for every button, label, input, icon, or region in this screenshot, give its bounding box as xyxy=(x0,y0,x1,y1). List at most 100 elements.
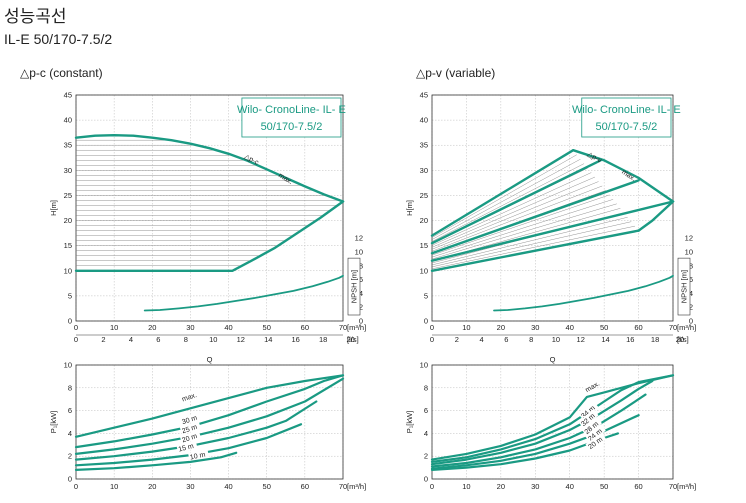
dpc-power-series-label: 30 m xyxy=(181,415,198,427)
dpv-power-label-bg xyxy=(585,432,607,451)
dpc-head-xtick-label: 10 xyxy=(110,323,118,332)
dpv-head-x2tick-label: 10 xyxy=(552,335,560,344)
dpc-head-model-box xyxy=(241,97,342,138)
dpc-power-frame xyxy=(75,364,344,480)
dpc-power-xtick-label: 20 xyxy=(148,482,156,491)
dpv-head-ytick-label: 15 xyxy=(420,241,428,250)
dpv-head-xtick-label: 10 xyxy=(462,323,470,332)
dpc-head-npsh-curve xyxy=(143,274,344,312)
dpv-head-ytick-label: 5 xyxy=(424,291,428,300)
dpc-head-x2tick-label: 4 xyxy=(129,335,133,344)
page-subtitle: IL-E 50/170-7.5/2 xyxy=(4,31,113,47)
dpv-head-ytick-label: 0 xyxy=(424,317,428,326)
dpv-head-hatch-line xyxy=(431,172,592,246)
dpv-head-xtick-label: 50 xyxy=(600,323,608,332)
dpc-head-frame xyxy=(75,94,344,322)
dpv-power-qlabel: Q xyxy=(550,355,556,364)
dpv-power-xtick-label: 10 xyxy=(462,482,470,491)
dpv-head-ytick-label: 35 xyxy=(420,141,428,150)
dpv-power-xtick-label: 20 xyxy=(497,482,505,491)
dpc-head-y2tick-label: 6 xyxy=(359,275,363,284)
dpv-head-model-label: Wilo- CronoLine- IL- E xyxy=(572,104,681,116)
dpc-power-xtick-label: 40 xyxy=(224,482,232,491)
dpv-head-curve-1 xyxy=(430,159,602,245)
dpc-power-xtick-label: 10 xyxy=(110,482,118,491)
dpc-head-y2label: NPSH [m] xyxy=(350,270,359,303)
dpc-head-ytick-label: 25 xyxy=(64,191,72,200)
dpv-head-npsh-box xyxy=(677,257,691,316)
dpv-power-xtick-label: 30 xyxy=(531,482,539,491)
dpc-head-y2tick-label: 0 xyxy=(359,317,363,326)
chart-title-constant: △p-c (constant) xyxy=(20,66,103,80)
dpc-power-label-bg xyxy=(179,411,201,426)
dpc-head-x2tick-label: 12 xyxy=(237,335,245,344)
dpv-power-series-line xyxy=(430,379,654,466)
dpv-power-ylabel: P₁[kW] xyxy=(405,411,414,434)
dpv-power-label-bg xyxy=(578,401,599,420)
dpv-power-series-line xyxy=(430,393,647,468)
dpc-power-ytick-label: 6 xyxy=(68,406,72,415)
dpc-power-qlabel: Q xyxy=(207,355,213,364)
dpv-head-ytick-label: 25 xyxy=(420,191,428,200)
dpc-head-x2tick-label: 10 xyxy=(209,335,217,344)
dpv-head-hatch-line xyxy=(431,163,585,242)
dpv-power-ytick-label: 4 xyxy=(424,429,428,438)
dpc-head-y2tick-label: 4 xyxy=(359,289,363,298)
dpv-head-npsh-curve xyxy=(493,274,674,312)
dpv-power-label-bg xyxy=(585,424,606,443)
dpv-head-curve-4 xyxy=(430,229,640,272)
dpv-head-ytick-label: 45 xyxy=(420,91,428,100)
dpv-head-xtick-label: 30 xyxy=(531,323,539,332)
dpc-head-x2tick-label: 18 xyxy=(319,335,327,344)
dpv-head-xlabel: [m³/h] xyxy=(677,323,696,332)
dpv-head-y2tick-label: 8 xyxy=(689,261,693,270)
dpv-power-xtick-label: 70 xyxy=(669,482,677,491)
dpc-head-x2tick-label: 0 xyxy=(74,335,78,344)
dpc-head-x2tick-label: 6 xyxy=(156,335,160,344)
dpv-head-x2tick-label: 4 xyxy=(479,335,483,344)
dpv-head-ytick-label: 30 xyxy=(420,166,428,175)
dpc-power-series-label: 15 m xyxy=(178,443,195,454)
dpc-head-ytick-label: 45 xyxy=(64,91,72,100)
dpv-power-label-bg xyxy=(581,417,602,436)
dpc-head-ytick-label: 20 xyxy=(64,216,72,225)
dpc-head-y2tick-label: 10 xyxy=(355,247,363,256)
dpc-head-ytick-label: 30 xyxy=(64,166,72,175)
dpc-head-x2tick-label: 16 xyxy=(292,335,300,344)
chart-title-variable: △p-v (variable) xyxy=(416,66,496,80)
dpc-power-label-bg xyxy=(176,440,198,453)
dpc-head-model-label: 50/170-7.5/2 xyxy=(261,121,323,133)
dpc-head-xtick-label: 20 xyxy=(148,323,156,332)
dpc-power-ytick-label: 0 xyxy=(68,475,72,484)
dpc-power-label-bg xyxy=(179,430,201,444)
dpc-head-ytick-label: 10 xyxy=(64,266,72,275)
dpv-power-label-bg xyxy=(578,409,599,428)
dpv-head-xtick-label: 60 xyxy=(634,323,642,332)
dpc-head-ytick-label: 0 xyxy=(68,317,72,326)
dpv-head-curve-5 xyxy=(572,148,675,203)
dpc-power-ytick-label: 8 xyxy=(68,383,72,392)
dpc-power-ytick-label: 10 xyxy=(64,361,72,370)
dpc-head-x2tick-label: 14 xyxy=(264,335,272,344)
dpv-head-x2tick-label: 0 xyxy=(430,335,434,344)
dpv-head-hatch-line xyxy=(431,158,581,240)
dpv-head-ytick-label: 10 xyxy=(420,266,428,275)
dpv-power-series-label: max. xyxy=(584,380,601,394)
dpv-head-x2label: [l/s] xyxy=(677,335,689,344)
dpv-head-model-box xyxy=(581,97,672,138)
dpv-head-curve-3 xyxy=(430,200,675,262)
dpc-power-label-bg xyxy=(179,389,201,403)
dpc-power-ylabel: P₁[kW] xyxy=(49,411,58,434)
dpv-head-x2tick-label: 8 xyxy=(529,335,533,344)
dpc-power-series-label: 25 m xyxy=(181,424,198,436)
dpv-head-x2tick-label: 12 xyxy=(577,335,585,344)
dpv-head-y2tick-label: 10 xyxy=(685,247,693,256)
dpc-power-series-line xyxy=(74,451,238,471)
dpv-power-label-bg xyxy=(582,376,604,394)
dpc-head-x2tick-label: 2 xyxy=(101,335,105,344)
dpc-power-series-line xyxy=(74,400,318,461)
dpv-power-xlabel: [m³/h] xyxy=(677,482,696,491)
dpv-head-x2tick-label: 6 xyxy=(504,335,508,344)
dpv-head-hatch-line xyxy=(431,154,577,238)
